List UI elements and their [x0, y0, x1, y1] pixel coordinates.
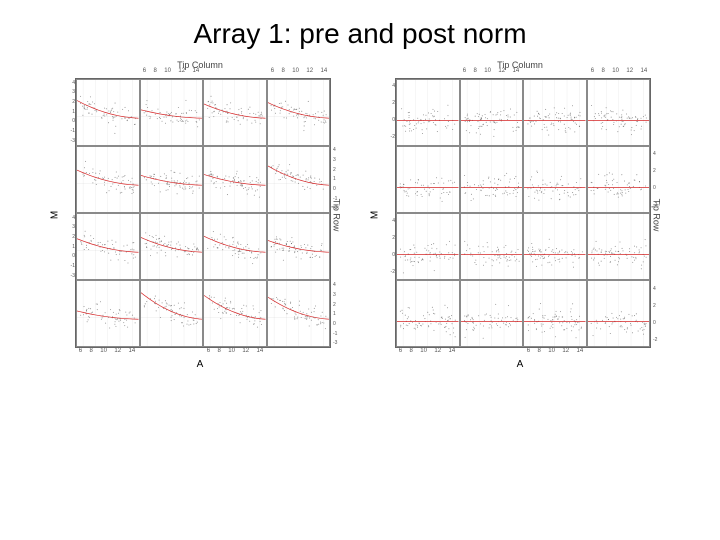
ma-panel [460, 213, 524, 280]
ylabel-post: M [370, 211, 381, 219]
xticks-bottom-post: 6810121468101214 [395, 348, 651, 358]
ma-panel [460, 280, 524, 347]
panel-grid-post [395, 78, 651, 348]
xlabel-post: A [517, 359, 524, 370]
ma-panel [140, 146, 204, 213]
chart-pre: Tip Column Tip Row M A 6810121468101214 … [55, 60, 345, 370]
ma-panel [523, 146, 587, 213]
ma-panel [587, 79, 651, 146]
ma-panel [523, 280, 587, 347]
ma-panel [203, 146, 267, 213]
ma-panel [523, 79, 587, 146]
ma-panel [523, 213, 587, 280]
ma-panel [267, 213, 331, 280]
ma-panel [396, 280, 460, 347]
ma-panel [587, 146, 651, 213]
yticks-left-pre: 43210-1-343210-1-3 [65, 78, 75, 348]
ma-panel [396, 79, 460, 146]
ma-panel [203, 213, 267, 280]
yticks-right-pre: 43210-1-343210-1-3 [333, 78, 343, 348]
ma-panel [587, 213, 651, 280]
ma-panel [76, 280, 140, 347]
ma-panel [76, 79, 140, 146]
xlabel-pre: A [197, 359, 204, 370]
ma-panel [140, 213, 204, 280]
panel-grid-pre [75, 78, 331, 348]
ma-panel [587, 280, 651, 347]
ma-panel [203, 280, 267, 347]
slide-title: Array 1: pre and post norm [0, 0, 720, 60]
ylabel-pre: M [50, 211, 61, 219]
xticks-top-pre: 6810121468101214 [75, 68, 331, 78]
ma-panel [396, 213, 460, 280]
ma-panel [460, 79, 524, 146]
xticks-top-post: 6810121468101214 [395, 68, 651, 78]
yticks-left-post: 420-2420-2 [385, 78, 395, 348]
ma-panel [76, 146, 140, 213]
ma-panel [267, 280, 331, 347]
ma-panel [267, 146, 331, 213]
charts-row: Tip Column Tip Row M A 6810121468101214 … [0, 60, 720, 370]
chart-post: Tip Column Tip Row M A 6810121468101214 … [375, 60, 665, 370]
ma-panel [267, 79, 331, 146]
ma-panel [140, 79, 204, 146]
ma-panel [203, 79, 267, 146]
ma-panel [460, 146, 524, 213]
xticks-bottom-pre: 6810121468101214 [75, 348, 331, 358]
ma-panel [396, 146, 460, 213]
ma-panel [140, 280, 204, 347]
yticks-right-post: 420-2420-2 [653, 78, 663, 348]
ma-panel [76, 213, 140, 280]
